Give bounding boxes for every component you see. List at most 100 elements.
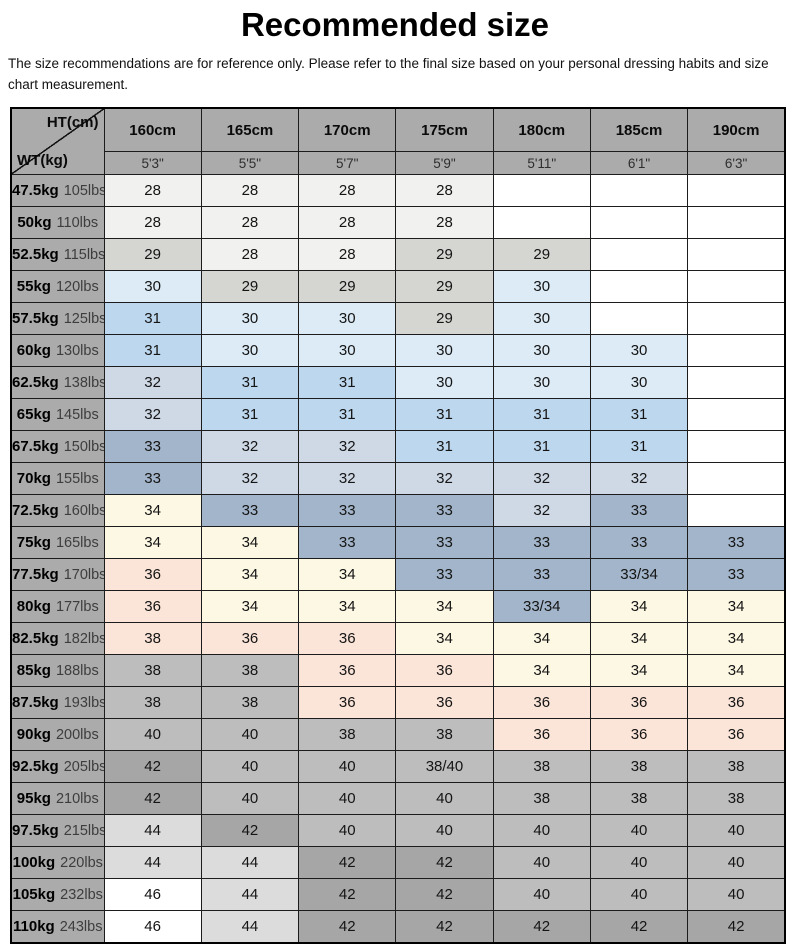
weight-lbs-label: 177lbs	[55, 599, 99, 615]
size-cell	[687, 462, 786, 495]
weight-row-label: 87.5kg 193lbs	[10, 686, 105, 719]
size-cell: 38	[298, 718, 397, 751]
size-cell: 42	[492, 910, 591, 944]
size-cell: 36	[298, 686, 397, 719]
size-cell: 40	[298, 750, 397, 783]
size-cell: 34	[589, 590, 689, 623]
size-cell: 30	[103, 270, 202, 303]
size-cell: 33	[395, 526, 494, 559]
size-cell: 28	[298, 238, 397, 271]
size-cell: 31	[395, 430, 494, 463]
disclaimer-text: The size recommendations are for referen…	[8, 56, 769, 92]
weight-kg-label: 75kg	[16, 534, 51, 551]
weight-kg-label: 95kg	[16, 790, 51, 807]
height-ft-header: 5'3"	[103, 151, 202, 175]
table-row: 67.5kg 150lbs 33 32 32 31 31 31	[10, 430, 786, 463]
size-cell: 33	[395, 558, 494, 591]
size-cell: 40	[687, 878, 786, 911]
size-cell: 30	[492, 302, 591, 335]
weight-lbs-label: 243lbs	[59, 919, 103, 935]
table-row: 57.5kg 125lbs 31 30 30 29 30	[10, 302, 786, 335]
weight-kg-label: 92.5kg	[12, 758, 59, 775]
weight-kg-label: 80kg	[16, 598, 51, 615]
weight-row-label: 82.5kg 182lbs	[10, 622, 105, 655]
size-cell: 36	[687, 686, 786, 719]
size-cell: 29	[492, 238, 591, 271]
size-cell: 30	[298, 302, 397, 335]
weight-kg-label: 105kg	[12, 886, 56, 903]
size-cell: 29	[395, 238, 494, 271]
size-cell: 40	[200, 718, 300, 751]
size-cell: 34	[200, 526, 300, 559]
size-cell	[687, 334, 786, 367]
size-cell: 42	[103, 750, 202, 783]
weight-kg-label: 50kg	[17, 214, 52, 231]
size-cell: 40	[492, 846, 591, 879]
size-cell: 34	[687, 654, 786, 687]
size-cell: 36	[395, 654, 494, 687]
size-cell: 38	[589, 782, 689, 815]
size-cell: 30	[395, 366, 494, 399]
size-cell: 28	[200, 174, 300, 207]
table-row: 110kg 243lbs 46 44 42 42 42 42 42	[10, 910, 786, 944]
size-cell: 31	[298, 366, 397, 399]
size-cell: 33	[687, 558, 786, 591]
size-cell: 30	[298, 334, 397, 367]
size-cell: 36	[589, 686, 689, 719]
size-cell: 42	[589, 910, 689, 944]
weight-kg-label: 57.5kg	[12, 310, 59, 327]
weight-kg-label: 100kg	[12, 854, 56, 871]
size-cell: 30	[200, 302, 300, 335]
corner-cell: HT(cm) WT(kg)	[10, 107, 105, 175]
size-cell: 44	[103, 846, 202, 879]
size-cell: 40	[589, 878, 689, 911]
table-row: 95kg 210lbs 42 40 40 40 38 38 38	[10, 782, 786, 815]
weight-lbs-label: 182lbs	[63, 631, 104, 647]
weight-row-label: 97.5kg 215lbs	[10, 814, 105, 847]
weight-kg-label: 90kg	[16, 726, 51, 743]
size-cell: 38	[200, 654, 300, 687]
table-row: 97.5kg 215lbs 44 42 40 40 40 40 40	[10, 814, 786, 847]
size-cell: 28	[298, 174, 397, 207]
weight-row-label: 100kg 220lbs	[10, 846, 105, 879]
weight-lbs-label: 150lbs	[63, 439, 104, 455]
weight-row-label: 60kg 130lbs	[10, 334, 105, 367]
size-cell	[492, 174, 591, 207]
size-cell: 46	[103, 910, 202, 944]
size-cell: 38	[687, 782, 786, 815]
height-cm-header-row: HT(cm) WT(kg) 160cm 165cm 170cm 175cm 180cm 1…	[10, 107, 786, 175]
table-row: 90kg 200lbs 40 40 38 38 36 36 36	[10, 718, 786, 751]
size-cell: 31	[395, 398, 494, 431]
size-cell: 42	[395, 846, 494, 879]
size-cell: 33	[395, 494, 494, 527]
height-ft-header: 6'1"	[589, 151, 689, 175]
size-cell: 36	[298, 654, 397, 687]
size-cell: 34	[103, 526, 202, 559]
size-cell: 34	[298, 590, 397, 623]
size-cell: 30	[492, 270, 591, 303]
size-cell: 36	[687, 718, 786, 751]
size-cell: 31	[200, 366, 300, 399]
weight-row-label: 62.5kg 138lbs	[10, 366, 105, 399]
table-row: 77.5kg 170lbs 36 34 34 33 33 33/34 33	[10, 558, 786, 591]
table-row: 47.5kg 105lbs 28 28 28 28	[10, 174, 786, 207]
table-row: 105kg 232lbs 46 44 42 42 40 40 40	[10, 878, 786, 911]
size-cell: 38	[395, 718, 494, 751]
weight-row-label: 65kg 145lbs	[10, 398, 105, 431]
size-cell: 38	[589, 750, 689, 783]
size-cell: 44	[200, 910, 300, 944]
size-cell: 36	[492, 686, 591, 719]
height-cm-header: 175cm	[395, 107, 494, 152]
weight-kg-label: 60kg	[16, 342, 51, 359]
weight-lbs-label: 105lbs	[63, 183, 104, 199]
size-cell: 32	[298, 462, 397, 495]
weight-lbs-label: 138lbs	[63, 375, 104, 391]
weight-row-label: 70kg 155lbs	[10, 462, 105, 495]
size-cell: 38	[200, 686, 300, 719]
size-cell: 36	[589, 718, 689, 751]
table-row: 82.5kg 182lbs 38 36 36 34 34 34 34	[10, 622, 786, 655]
size-cell	[589, 302, 689, 335]
size-cell: 28	[103, 174, 202, 207]
size-cell: 36	[200, 622, 300, 655]
